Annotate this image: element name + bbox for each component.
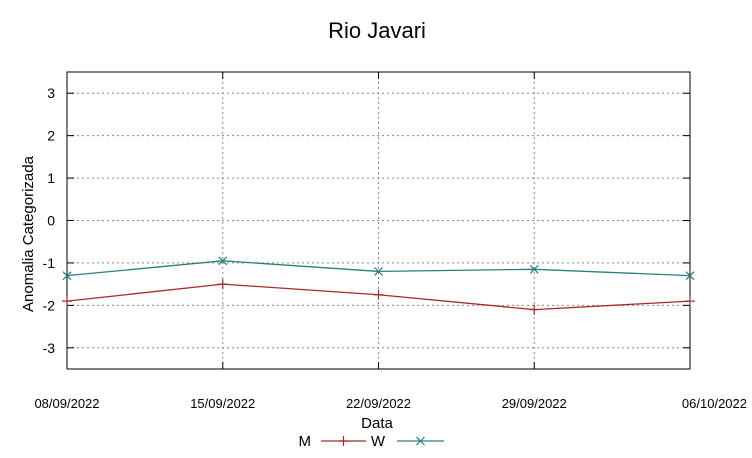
y-tick-label: 1 [47,170,55,186]
x-tick-label: 08/09/2022 [34,396,99,411]
data-point [685,296,695,307]
data-point [218,256,228,266]
data-point [529,264,539,274]
y-tick-label: -3 [43,340,56,356]
data-point [685,271,695,281]
x-tick-label: 15/09/2022 [190,396,255,411]
y-tick-label: -2 [43,297,56,313]
y-tick-label: -1 [43,255,56,271]
y-tick-label: 2 [47,128,55,144]
data-point [374,266,383,276]
legend-item-W: W [371,433,444,450]
x-axis-ticks: 08/09/2022 15/09/2022 22/09/2022 29/09/2022… [34,72,747,411]
series-W [62,256,695,281]
x-tick-label: 06/10/2022 [682,396,747,411]
x-axis-label: Data [361,415,393,432]
legend-label: M [299,433,312,450]
legend-marker [416,436,425,446]
legend-marker [338,436,349,446]
grid-lines [66,72,691,369]
x-tick-label: 22/09/2022 [346,396,411,411]
y-tick-label: 0 [47,213,55,229]
data-point [62,296,72,307]
chart-title: Rio Javari [328,18,426,43]
series-layer [62,256,695,315]
legend-item-M: M [299,433,366,450]
x-tick-label: 29/09/2022 [502,396,567,411]
data-point [373,289,384,300]
legend-label: W [371,433,386,450]
series-M [62,279,695,315]
y-tick-label: 3 [47,85,55,101]
data-point [529,304,540,315]
data-point [217,279,228,290]
y-axis-ticks: 3 2 1 0 -1 -2 -3 [43,85,690,356]
y-axis-label: Anomalia Categorizada [20,155,37,312]
data-point [62,271,72,281]
